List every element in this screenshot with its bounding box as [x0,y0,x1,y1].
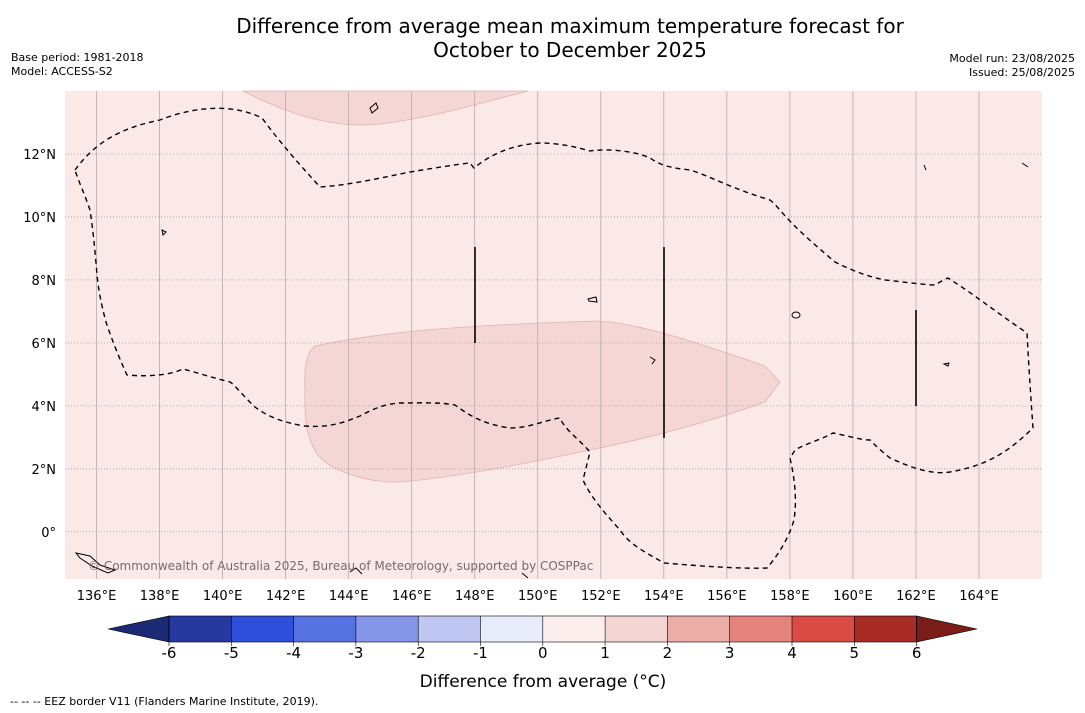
island-outline-4 [791,311,801,319]
model-run: Model run: 23/08/2025 [949,52,1075,65]
colorbar-segment [792,616,855,642]
island-outline-7 [923,164,927,171]
colorbar-label: Difference from average (°C) [420,672,667,692]
longitude-label: 140°E [203,589,243,604]
copyright-text: © Commonwealth of Australia 2025, Bureau… [88,559,593,573]
latitude-label: 4°N [32,400,57,415]
longitude-label: 158°E [770,589,810,604]
longitude-label: 164°E [959,589,999,604]
longitude-label: 148°E [455,589,495,604]
latitude-labels: 0° 2°N 4°N 6°N 8°N 10°N 12°N [23,148,56,541]
islands [74,102,1029,579]
eez-legend-note: -- -- -- EEZ border V11 (Flanders Marine… [10,695,319,708]
longitude-label: 152°E [581,589,621,604]
graticule [65,91,1042,579]
colorbar-segment [355,616,419,642]
dateline-markers [474,247,917,438]
island-outline-6 [74,552,117,574]
colorbar-segment [729,616,792,642]
longitude-label: 156°E [707,589,747,604]
colorbar-tick-label: -5 [224,644,239,662]
colorbar-extend-high [916,615,978,643]
latitude-label: 0° [41,526,56,541]
colorbar-tick-label: -1 [473,644,488,662]
island-outline-5 [942,362,950,367]
colorbar-segment [542,616,606,642]
colorbar-segment [231,616,294,642]
colorbar-tick-label: 6 [912,644,922,662]
longitude-label: 160°E [833,589,873,604]
colorbar-segment [169,616,232,642]
island-outline-11 [521,572,529,579]
colorbar-segment [605,616,668,642]
title-line-1: Difference from average mean maximum tem… [236,14,904,38]
colorbar-segment [480,616,543,642]
colorbar-segment [854,616,917,642]
colorbar-tick-label: 1 [600,644,610,662]
colorbar-tick-label: -6 [162,644,177,662]
latitude-label: 10°N [23,211,56,226]
longitude-label: 144°E [329,589,369,604]
colorbar-tick-label: 2 [663,644,673,662]
issued-date: Issued: 25/08/2025 [968,66,1075,79]
longitude-label: 142°E [266,589,306,604]
longitude-labels: 136°E 138°E 140°E 142°E 144°E 146°E 148°E 150°E… [77,589,999,604]
latitude-label: 6°N [32,337,57,352]
colorbar-tick-label: -4 [286,644,301,662]
longitude-label: 162°E [896,589,936,604]
chart-title: Difference from average mean maximum tem… [0,14,1085,62]
colorbar-segment [293,616,356,642]
base-period: Base period: 1981-2018 [11,51,144,64]
eez-border-main [74,107,1034,569]
colorbar-segment [667,616,730,642]
island-outline-1 [369,102,379,114]
island-outline-10 [349,567,363,575]
map-panel: © Commonwealth of Australia 2025, Bureau… [65,90,1042,579]
longitude-label: 154°E [644,589,684,604]
colorbar: -6 -5 -4 -3 -2 -1 0 1 2 3 4 5 6 [107,615,978,662]
longitude-label: 150°E [518,589,558,604]
latitude-label: 8°N [32,274,57,289]
meta-left: Base period: 1981-2018 Model: ACCESS-S2 [11,51,143,79]
meta-right: Model run: 23/08/2025 Issued: 25/08/2025 [949,52,1075,80]
colorbar-tick-label: -3 [348,644,363,662]
island-outline-3 [587,296,598,303]
model-name: Model: ACCESS-S2 [11,65,113,78]
colorbar-tick-label: 3 [725,644,735,662]
island-outline-8 [1021,162,1029,168]
longitude-label: 138°E [140,589,180,604]
colorbar-tick-label: -2 [411,644,426,662]
latitude-label: 12°N [23,148,56,163]
latitude-label: 2°N [32,463,57,478]
longitude-label: 146°E [392,589,432,604]
title-line-2: October to December 2025 [433,38,707,62]
colorbar-segment [418,616,481,642]
colorbar-tick-label: 4 [787,644,797,662]
longitude-label: 136°E [77,589,117,604]
colorbar-tick-label: 5 [850,644,860,662]
colorbar-extend-low [107,615,170,643]
colorbar-tick-label: 0 [538,644,548,662]
island-outline-9 [649,356,656,365]
island-outline-2 [161,229,167,237]
anomaly-region-north [242,90,529,126]
